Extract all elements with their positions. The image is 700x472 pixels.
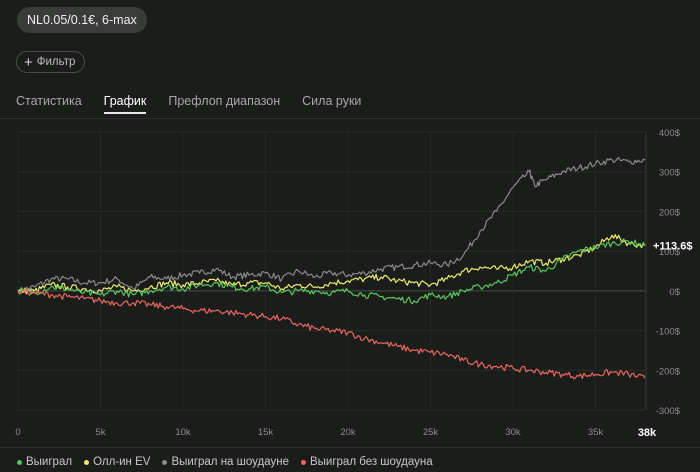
tab-statistics[interactable]: Статистика bbox=[16, 94, 82, 108]
x-tick-label: 25k bbox=[423, 427, 439, 438]
tab-hand-strength[interactable]: Сила руки bbox=[302, 94, 362, 108]
tab-preflop-range[interactable]: Префлоп диапазон bbox=[168, 94, 281, 108]
tab-graph[interactable]: График bbox=[103, 94, 147, 114]
legend-label-allin-ev: Олл-ин EV bbox=[93, 456, 151, 468]
x-tick-label: 5k bbox=[95, 427, 105, 438]
legend-item-won[interactable]: Выиграл bbox=[17, 456, 72, 468]
legend-swatch-non-showdown bbox=[300, 459, 306, 465]
y-tick-label: 0$ bbox=[669, 287, 680, 298]
series-line-won bbox=[17, 238, 646, 305]
y-tick-label: 100$ bbox=[659, 247, 681, 258]
y-tick-label: -300$ bbox=[656, 406, 681, 417]
legend-swatch-won bbox=[17, 459, 22, 465]
end-value-label: +113.6$ bbox=[653, 241, 692, 253]
profit-chart: 400$ 300$ 200$ 100$ 0$ -100$ -200$ -300$ 0 5k 10k 1… bbox=[15, 128, 692, 439]
y-tick-label: -100$ bbox=[656, 327, 681, 338]
chart-legend: Выиграл Олл-ин EV Выиграл на шоудауне Вы… bbox=[17, 456, 433, 468]
x-tick-label: 35k bbox=[588, 427, 604, 438]
series-line-non_showdown bbox=[17, 288, 646, 380]
legend-item-allin-ev[interactable]: Олл-ин EV bbox=[84, 456, 150, 468]
legend-label-won: Выиграл bbox=[26, 456, 73, 468]
legend-swatch-allin-ev bbox=[84, 459, 90, 465]
y-tick-label: 400$ bbox=[659, 128, 681, 139]
x-tick-label: 20k bbox=[340, 427, 356, 438]
x-tick-label: 10k bbox=[175, 427, 191, 438]
y-tick-label: -200$ bbox=[656, 366, 681, 377]
legend-item-non-showdown[interactable]: Выиграл без шоудауна bbox=[300, 456, 433, 468]
plus-icon: + bbox=[24, 53, 33, 71]
x-tick-label: 30k bbox=[505, 427, 521, 438]
series-line-showdown bbox=[17, 157, 646, 295]
filter-button-label: Фильтр bbox=[36, 56, 76, 68]
y-tick-label: 200$ bbox=[659, 207, 681, 218]
tabs-divider bbox=[0, 118, 700, 119]
x-end-label: 38k bbox=[638, 427, 657, 439]
legend-item-showdown[interactable]: Выиграл на шоудауне bbox=[162, 456, 289, 468]
y-tick-label: 300$ bbox=[659, 168, 681, 179]
game-filter-chip[interactable]: NL0.05/0.1€, 6-max bbox=[17, 7, 147, 33]
x-tick-label: 0 bbox=[15, 427, 20, 438]
legend-label-non-showdown: Выиграл без шоудауна bbox=[309, 456, 433, 468]
series-line-allin_ev bbox=[17, 234, 646, 295]
legend-divider bbox=[0, 447, 700, 448]
filter-button[interactable]: + Фильтр bbox=[16, 51, 86, 73]
x-tick-label: 15k bbox=[258, 427, 274, 438]
legend-swatch-showdown bbox=[162, 459, 168, 465]
legend-label-showdown: Выиграл на шоудауне bbox=[171, 456, 289, 468]
tab-bar: Статистика График Префлоп диапазон Сила … bbox=[16, 94, 383, 114]
